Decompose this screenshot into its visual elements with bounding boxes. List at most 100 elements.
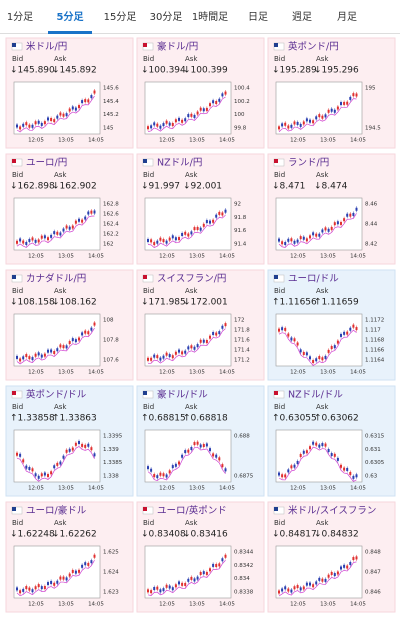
candle-body [68,573,71,577]
candle-body [278,328,280,332]
pair-name[interactable]: 米ドル/スイスフラン [288,505,376,517]
ask-value: ↓0.83416 [183,530,228,540]
pair-name[interactable]: スイスフラン/円 [157,274,226,285]
pair-name[interactable]: ランド/円 [288,158,329,169]
candle-body [150,125,153,129]
candle-body [65,345,68,349]
pair-name[interactable]: 豪ドル/ドル [157,389,208,401]
bid-label: Bid [143,171,154,179]
candle-body [355,93,358,97]
candle-body [205,220,208,224]
pair-name[interactable]: ユーロ/ドル [288,274,339,285]
candle-body [330,346,333,350]
y-tick-label: 107.8 [103,338,119,344]
candle-body [19,126,22,130]
y-tick-label: 1.625 [103,550,119,556]
tab[interactable]: 週足 [292,11,312,23]
flag-mark [12,391,16,395]
candle-body [318,444,321,448]
candle-body [19,238,22,242]
pair-name[interactable]: 米ドル/円 [26,41,67,53]
candle-body [31,237,34,241]
pair-name[interactable]: 英ポンド/ドル [26,389,87,401]
moving-average [16,446,95,482]
ask-value: ↓195.296 [314,66,359,76]
candle-body [184,118,187,122]
pair-name[interactable]: 英ポンド/円 [288,41,339,53]
candle-body [37,239,40,243]
candle-body [84,444,87,448]
candle-body [221,464,224,468]
candle-body [205,571,208,575]
y-tick-label: 0.6875 [234,474,254,480]
pair-name[interactable]: NZドル/円 [157,158,202,169]
x-tick-label: 12:05 [290,254,306,260]
tab[interactable]: 日足 [248,11,268,23]
candle-body [16,452,18,456]
tab[interactable]: 月足 [337,11,357,23]
tab[interactable]: 15分足 [104,11,137,23]
candle-body [56,115,59,119]
candle-body [327,228,330,232]
pair-name[interactable]: ユーロ/英ポンド [157,505,227,517]
candle-body [40,473,43,477]
bid-value: ↓0.84817 [272,530,317,540]
pair-name[interactable]: NZドル/ドル [288,390,343,401]
candle-body [336,457,339,461]
candle-body [25,122,28,126]
candle-body [327,449,330,453]
y-tick-label: 1.339 [103,447,119,453]
candle-body [71,106,74,110]
candle-body [293,586,296,590]
candle-body [318,114,321,118]
candle-body [333,345,336,349]
bid-label: Bid [143,403,154,411]
candle-body [212,563,215,567]
bid-value: ↓91.997 [141,182,180,192]
candle-body [224,91,227,95]
candle-body [181,582,184,586]
y-tick-label: 1.624 [103,570,119,576]
candle-body [333,222,336,226]
candle-body [71,569,74,573]
candle-body [352,93,355,97]
candle-body [199,227,202,231]
pair-name[interactable]: カナダドル/円 [26,273,86,285]
y-tick-label: 194.5 [365,126,381,132]
tab[interactable]: 1分足 [7,11,33,23]
tab[interactable]: 1時間足 [192,11,228,23]
candle-body [302,351,305,355]
pair-name[interactable]: ユーロ/円 [26,158,67,169]
x-tick-label: 14:05 [350,138,366,144]
tab[interactable]: 5分足 [57,10,85,23]
candle-body [343,101,346,105]
x-tick-label: 12:05 [28,370,44,376]
candle-body [165,584,168,588]
tab[interactable]: 30分足 [150,11,183,23]
y-tick-label: 162.4 [103,222,119,228]
ask-label: Ask [185,519,198,527]
chart-area [13,81,101,135]
pair-name[interactable]: 豪ドル/円 [157,41,198,53]
bid-value: ↑1.33858 [10,414,55,424]
bid-label: Bid [274,287,285,295]
candle-body [68,448,71,452]
pair-name[interactable]: ユーロ/豪ドル [26,505,87,517]
candle-body [78,337,80,341]
candle-body [202,571,205,575]
